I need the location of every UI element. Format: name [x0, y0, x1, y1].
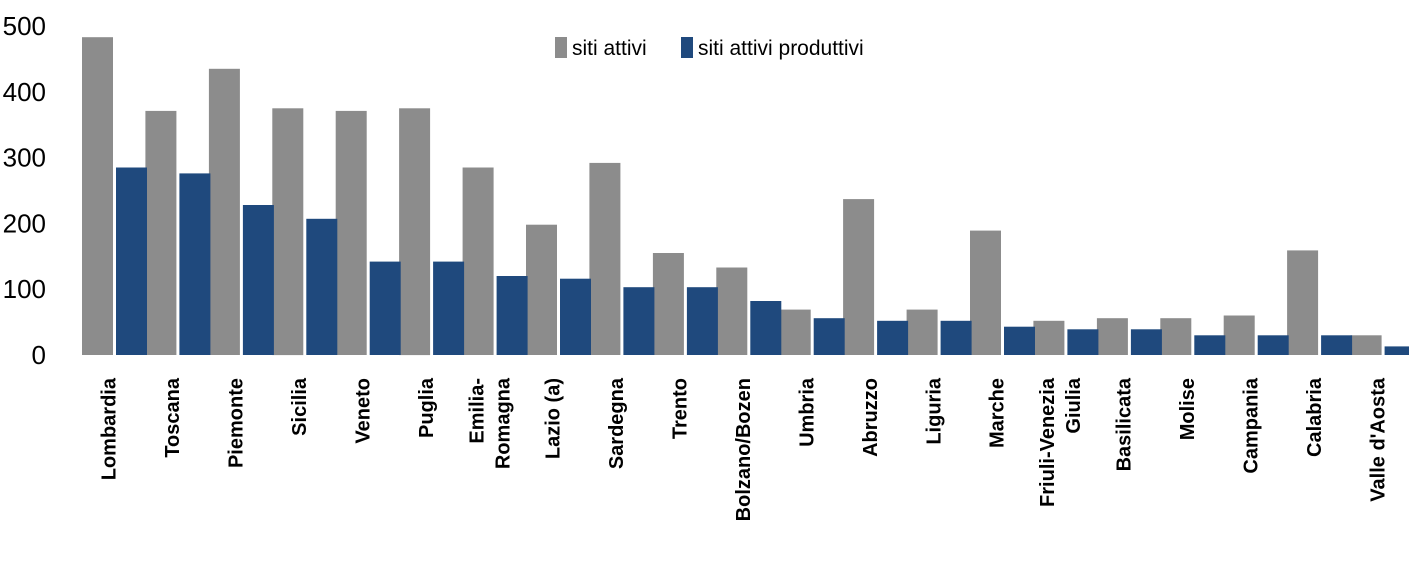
bar-siti-attivi [652, 253, 684, 355]
bar-siti-attivi-produttivi [1194, 335, 1226, 355]
x-tick-label: Sardegna [606, 377, 628, 469]
bar-siti-attivi [906, 309, 938, 355]
bar-siti-attivi [462, 167, 494, 355]
x-tick-label: Abruzzo [860, 378, 882, 457]
x-tick-label: Valle d'Aosta [1367, 377, 1389, 502]
bar-siti-attivi [526, 224, 557, 355]
y-tick-label: 500 [3, 11, 46, 41]
legend-swatch [555, 37, 567, 58]
bar-siti-attivi [779, 309, 811, 355]
bar-siti-attivi [208, 68, 240, 356]
legend-swatch [681, 37, 693, 58]
bar-siti-attivi-produttivi [1004, 326, 1035, 355]
bar-siti-attivi-produttivi [1257, 335, 1289, 355]
x-tick-label: Veneto [352, 378, 374, 444]
y-tick-label: 200 [3, 208, 46, 238]
bar-siti-attivi-produttivi [1321, 335, 1353, 355]
x-tick-label: Puglia [416, 377, 438, 438]
bar-siti-attivi-produttivi [179, 173, 211, 355]
bar-siti-attivi-produttivi [242, 205, 274, 355]
x-tick-label: Campania [1240, 377, 1262, 473]
x-tick-label: Friuli-Venezia [1037, 377, 1059, 507]
bar-siti-attivi [1350, 335, 1382, 355]
legend-label: siti attivi [572, 37, 647, 60]
bars-group [82, 37, 1409, 356]
bar-siti-attivi [970, 230, 1001, 355]
bar-siti-attivi [1287, 250, 1319, 355]
y-tick-label: 400 [3, 77, 46, 107]
bar-siti-attivi-produttivi [750, 301, 782, 355]
y-tick-label: 100 [3, 274, 46, 304]
bar-siti-attivi-produttivi [433, 261, 465, 355]
bar-siti-attivi [1223, 315, 1255, 355]
bar-siti-attivi [843, 199, 875, 355]
legend-label: siti attivi produttivi [698, 37, 864, 60]
bar-siti-attivi [1096, 318, 1128, 355]
bar-siti-attivi [272, 108, 304, 356]
x-tick-label: Trento [670, 378, 692, 439]
x-tick-label: Umbria [796, 377, 818, 447]
bar-siti-attivi [399, 108, 431, 356]
x-tick-label: Romagna [492, 377, 514, 469]
bar-siti-attivi-produttivi [940, 320, 972, 355]
bar-siti-attivi-produttivi [813, 318, 845, 355]
bar-siti-attivi-produttivi [1384, 346, 1409, 355]
bar-siti-attivi-produttivi [623, 287, 655, 355]
bar-siti-attivi [1033, 320, 1065, 355]
x-tick-label: Toscana [162, 377, 184, 458]
bar-siti-attivi [145, 110, 177, 356]
bar-siti-attivi-produttivi [369, 261, 401, 355]
x-tick-label: Emilia- [466, 378, 488, 444]
y-axis: 0 100 200 300 400 500 [3, 11, 46, 370]
y-tick-label: 0 [32, 340, 46, 370]
bar-siti-attivi [1160, 318, 1192, 355]
bar-siti-attivi-produttivi [1067, 329, 1099, 355]
bar-siti-attivi [335, 110, 367, 356]
x-tick-label: Lombardia [99, 377, 121, 480]
x-tick-label: Piemonte [226, 378, 248, 468]
bar-siti-attivi-produttivi [560, 278, 591, 355]
x-tick-label: Molise [1177, 378, 1199, 440]
bar-siti-attivi-produttivi [686, 287, 718, 355]
y-tick-label: 300 [3, 143, 46, 173]
bar-siti-attivi-produttivi [116, 167, 147, 355]
x-tick-label: Calabria [1304, 377, 1326, 457]
x-tick-label: Liguria [923, 377, 945, 445]
x-tick-label: Basilicata [1114, 377, 1136, 471]
bar-siti-attivi [589, 162, 621, 355]
bar-siti-attivi [82, 37, 113, 355]
bar-siti-attivi-produttivi [1130, 329, 1162, 355]
x-tick-label: Marche [987, 378, 1009, 448]
bar-siti-attivi [716, 267, 748, 355]
bar-siti-attivi-produttivi [877, 320, 909, 355]
x-tick-label: Bolzano/Bozen [733, 378, 755, 521]
x-tick-label: Lazio (a) [543, 378, 565, 459]
x-tick-label: Sicilia [289, 377, 311, 436]
bar-siti-attivi-produttivi [496, 276, 528, 355]
x-axis-labels: Lombardia Toscana Piemonte Sicilia Veneto Pug… [99, 377, 1390, 521]
legend: siti attivi siti attivi produttivi [555, 37, 864, 60]
x-tick-label: Giulia [1063, 377, 1085, 433]
bar-siti-attivi-produttivi [306, 218, 338, 355]
